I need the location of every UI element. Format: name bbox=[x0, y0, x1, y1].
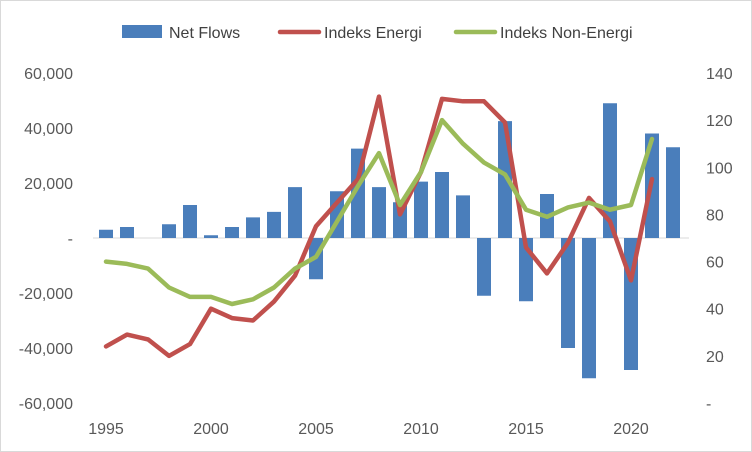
bar bbox=[162, 224, 176, 238]
x-axis: 1995 2000 2005 2010 2015 2020 bbox=[88, 421, 649, 438]
bar bbox=[225, 227, 239, 238]
y-left-tick-label: 20,000 bbox=[24, 176, 73, 193]
y-left-tick-label: - bbox=[68, 231, 73, 248]
bar bbox=[435, 172, 449, 238]
legend-label: Indeks Energi bbox=[324, 25, 422, 42]
bar bbox=[477, 238, 491, 296]
legend-label: Indeks Non-Energi bbox=[500, 25, 633, 42]
legend: Net Flows Indeks Energi Indeks Non-Energi bbox=[122, 25, 633, 42]
y-right-tick-label: 140 bbox=[706, 66, 733, 83]
y-left-tick-label: 40,000 bbox=[24, 121, 73, 138]
y-right-tick-label: 20 bbox=[706, 349, 724, 366]
x-tick-label: 2005 bbox=[298, 421, 334, 438]
bar bbox=[603, 103, 617, 238]
bar-series bbox=[99, 103, 680, 379]
y-right-tick-label: 60 bbox=[706, 255, 724, 272]
bar bbox=[666, 147, 680, 238]
x-tick-label: 2015 bbox=[508, 421, 544, 438]
y-left-tick-label: -60,000 bbox=[19, 396, 73, 413]
bar bbox=[120, 227, 134, 238]
bar bbox=[99, 229, 113, 238]
y-right-tick-label: 120 bbox=[706, 113, 733, 130]
bar bbox=[267, 211, 281, 238]
y-right-tick-label: 40 bbox=[706, 302, 724, 319]
bar bbox=[246, 217, 260, 238]
y-right-tick-label: 80 bbox=[706, 207, 724, 224]
x-tick-label: 1995 bbox=[88, 421, 124, 438]
y-axis-right: - 20 40 60 80 100 120 140 bbox=[706, 66, 733, 413]
y-left-tick-label: -20,000 bbox=[19, 286, 73, 303]
y-left-tick-label: -40,000 bbox=[19, 341, 73, 358]
line-series bbox=[103, 94, 655, 359]
line-indeks-energi bbox=[103, 94, 655, 359]
bar bbox=[561, 238, 575, 348]
bar bbox=[456, 195, 470, 238]
y-left-tick-label: 60,000 bbox=[24, 66, 73, 83]
bar bbox=[582, 238, 596, 379]
x-tick-label: 2000 bbox=[193, 421, 229, 438]
bar bbox=[183, 205, 197, 238]
bar bbox=[372, 187, 386, 238]
legend-label: Net Flows bbox=[169, 25, 240, 42]
bar bbox=[414, 181, 428, 238]
y-right-tick-label: - bbox=[706, 396, 711, 413]
x-tick-label: 2020 bbox=[613, 421, 649, 438]
x-tick-label: 2010 bbox=[403, 421, 439, 438]
bar bbox=[288, 187, 302, 238]
line-indeks-non-energi bbox=[103, 117, 655, 307]
y-right-tick-label: 100 bbox=[706, 160, 733, 177]
bar bbox=[204, 235, 218, 238]
legend-swatch bbox=[122, 25, 162, 38]
